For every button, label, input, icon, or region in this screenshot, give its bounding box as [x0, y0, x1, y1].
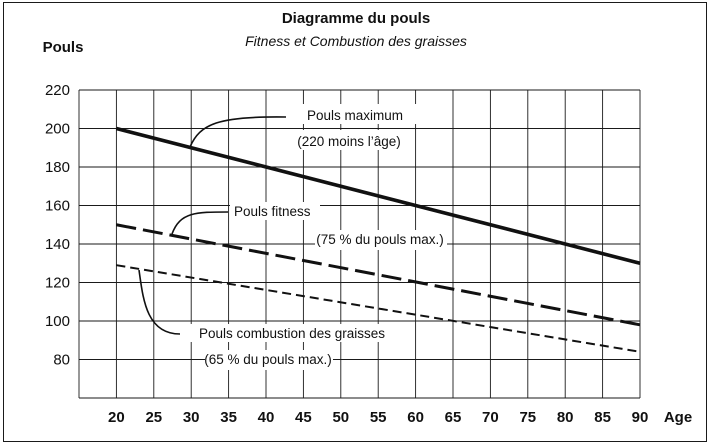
- callout-curve-0: [189, 116, 287, 148]
- x-tick-80: 80: [557, 409, 574, 426]
- series-line-1: [116, 223, 641, 327]
- label-backdrop-3: [315, 230, 447, 250]
- y-tick-140: 140: [45, 236, 70, 253]
- y-tick-100: 100: [45, 313, 70, 330]
- chart-frame: [3, 2, 707, 442]
- x-tick-40: 40: [258, 409, 275, 426]
- annotation-fat: Pouls combustion des graisses (65 % du p…: [199, 326, 385, 367]
- label-pouls-fitness-note: (75 % du pouls max.): [316, 232, 444, 247]
- series-lines: [115, 126, 641, 353]
- x-tick-90: 90: [632, 409, 649, 426]
- label-pouls-combustion-note: (65 % du pouls max.): [204, 352, 332, 367]
- series-line-0: [115, 126, 641, 265]
- y-tick-160: 160: [45, 198, 70, 215]
- y-tick-80: 80: [53, 352, 70, 369]
- x-tick-30: 30: [183, 409, 200, 426]
- callout-curve-1: [171, 211, 229, 235]
- label-pouls-combustion: Pouls combustion des graisses: [199, 326, 385, 341]
- x-tick-20: 20: [108, 409, 125, 426]
- y-tick-180: 180: [45, 159, 70, 176]
- callouts: [138, 104, 447, 370]
- callout-curve-2: [138, 269, 181, 335]
- annotation-max: Pouls maximum (220 moins l’âge): [297, 108, 403, 149]
- x-tick-35: 35: [220, 409, 237, 426]
- y-tick-120: 120: [45, 275, 70, 292]
- chart-title: Diagramme du pouls: [282, 10, 430, 27]
- y-tick-200: 200: [45, 121, 70, 138]
- chart-subtitle: Fitness et Combustion des graisses: [245, 33, 467, 49]
- x-tick-70: 70: [482, 409, 499, 426]
- label-pouls-maximum-note: (220 moins l’âge): [297, 134, 401, 149]
- annotation-fitness: Pouls fitness (75 % du pouls max.): [234, 204, 444, 247]
- x-axis-label: Age: [664, 409, 692, 426]
- label-pouls-maximum: Pouls maximum: [307, 108, 403, 123]
- x-tick-25: 25: [145, 409, 162, 426]
- x-tick-65: 65: [445, 409, 462, 426]
- x-tick-45: 45: [295, 409, 312, 426]
- y-tick-labels: 220 200 180 160 140 120 100 80: [45, 82, 70, 369]
- x-tick-50: 50: [332, 409, 349, 426]
- y-tick-220: 220: [45, 82, 70, 99]
- x-tick-75: 75: [519, 409, 536, 426]
- label-backdrop-1: [285, 130, 413, 150]
- series-line-2: [116, 264, 641, 353]
- x-tick-labels: 20 25 30 35 40 45 50 55 60 65 70 75 80 85 90: [108, 409, 648, 426]
- x-tick-60: 60: [407, 409, 424, 426]
- y-axis-label: Pouls: [43, 39, 84, 56]
- x-tick-85: 85: [594, 409, 611, 426]
- label-backdrop-2: [230, 202, 320, 220]
- label-pouls-fitness: Pouls fitness: [234, 204, 311, 219]
- label-backdrop-5: [205, 350, 333, 370]
- x-tick-55: 55: [370, 409, 387, 426]
- label-backdrop-0: [289, 104, 421, 124]
- label-backdrop-4: [182, 324, 404, 342]
